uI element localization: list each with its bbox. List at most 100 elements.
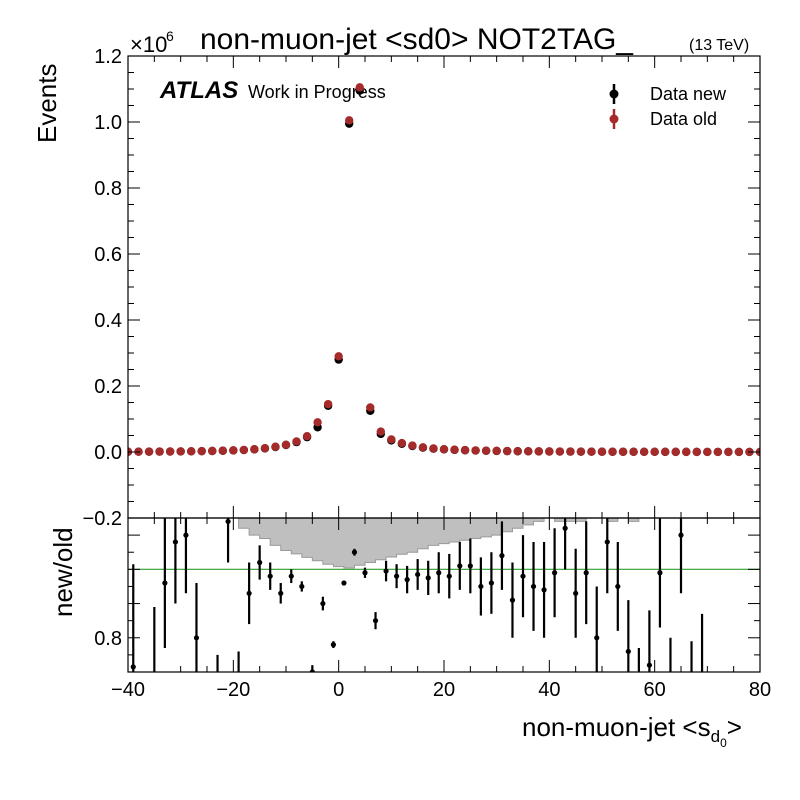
ratio-point	[130, 664, 136, 670]
ratio-point	[288, 573, 294, 579]
data-old-point	[302, 431, 312, 441]
data-old-point	[229, 446, 238, 455]
ratio-point	[509, 597, 516, 603]
x-axis-label-sub1: d	[711, 727, 720, 746]
ratio-point	[172, 539, 178, 545]
data-old-point	[260, 444, 270, 453]
x-tick-label: 40	[538, 679, 560, 701]
ratio-point	[467, 563, 473, 569]
data-old-point	[682, 447, 691, 457]
ratio-point	[668, 693, 673, 698]
data-old-point	[218, 446, 227, 455]
legend-entry-data-new: Data new	[609, 84, 727, 104]
data-old-point	[460, 445, 470, 455]
data-old-point	[597, 447, 607, 456]
ratio-point	[446, 573, 452, 579]
ratio-point	[562, 525, 568, 531]
x-tick-label: −40	[111, 679, 145, 701]
ratio-point	[636, 704, 641, 709]
ratio-point	[520, 573, 526, 579]
ratio-point	[372, 618, 379, 624]
data-old-point	[492, 446, 501, 456]
data-old-point	[292, 437, 301, 446]
legend-entry-data-old: Data old	[609, 109, 717, 129]
data-old-point	[671, 447, 680, 457]
data-old-point	[208, 446, 217, 456]
ratio-point	[257, 559, 263, 566]
ratio-point	[594, 635, 600, 641]
data-old-point	[334, 352, 343, 361]
ratio-points-layer	[130, 518, 704, 722]
ratio-point	[383, 568, 389, 574]
atlas-label: ATLAS	[159, 77, 238, 104]
data-old-point	[587, 447, 596, 456]
data-old-point	[239, 445, 249, 455]
data-old-point	[155, 447, 164, 456]
data-old-point	[703, 447, 712, 457]
ratio-point	[394, 573, 400, 579]
ratio-point	[152, 673, 157, 678]
data-old-point	[250, 444, 259, 454]
ratio-point	[278, 590, 284, 596]
data-old-point	[555, 447, 565, 456]
data-old-point	[355, 83, 364, 92]
ratio-point	[299, 583, 305, 590]
x-tick-label: −20	[216, 679, 250, 701]
x-axis-label-sub2: 0	[720, 736, 727, 750]
legend-marker-data-old	[609, 114, 619, 124]
data-old-point	[439, 444, 449, 454]
ratio-point	[646, 662, 653, 668]
x-tick-label: 20	[433, 679, 455, 701]
upper-y-tick-label: 0.0	[94, 442, 122, 464]
legend-label-data-old: Data old	[650, 109, 717, 129]
upper-y-tick-label: 0.4	[94, 310, 122, 332]
ratio-point	[204, 717, 209, 722]
ratio-point	[457, 563, 463, 569]
ratio-point	[330, 642, 336, 648]
data-old-point	[281, 440, 291, 449]
upper-data-points-layer	[128, 83, 760, 457]
ratio-series	[130, 518, 704, 722]
data-old-point	[639, 447, 649, 457]
x-tick-label: 60	[644, 679, 666, 701]
data-old-point	[165, 447, 175, 456]
data-old-point	[144, 447, 154, 456]
data-old-point	[524, 447, 533, 456]
ratio-point	[657, 570, 663, 576]
data-old-point	[187, 447, 196, 456]
ratio-point	[193, 635, 200, 641]
data-old-point	[323, 399, 333, 409]
ratio-uncertainty-band-layer	[128, 518, 760, 570]
data-old-point	[481, 446, 491, 455]
data-old-point	[608, 447, 617, 456]
y-multiplier-exponent: 6	[166, 28, 174, 44]
ratio-point	[689, 700, 694, 705]
data-old-point	[545, 447, 554, 456]
data-old-point	[313, 418, 322, 427]
data-old-point	[534, 447, 543, 456]
x-axis-label-main: non-muon-jet <s	[522, 712, 711, 742]
ratio-point	[615, 583, 621, 590]
ratio-point	[341, 580, 347, 586]
data-old-point	[471, 446, 480, 455]
ratio-point	[320, 600, 326, 607]
series-data-new	[128, 86, 760, 457]
lower-y-tick-label: 0.8	[94, 628, 122, 650]
upper-y-tick-label: 1.2	[94, 46, 122, 68]
data-old-point	[429, 444, 438, 453]
upper-y-axis-label: Events	[32, 64, 62, 144]
ratio-uncertainty-band	[227, 518, 640, 569]
data-old-point	[376, 427, 385, 436]
ratio-point	[604, 539, 610, 545]
upper-y-tick-label: 0.2	[94, 376, 122, 398]
ratio-point	[162, 580, 168, 586]
ratio-point	[552, 570, 558, 576]
ratio-point	[530, 583, 537, 590]
data-old-point	[345, 116, 354, 125]
ratio-point	[678, 532, 684, 538]
data-old-point	[366, 403, 375, 412]
data-old-point	[397, 438, 407, 448]
data-old-point	[408, 441, 417, 450]
chart-title: non-muon-jet <sd0> NOT2TAG_	[200, 23, 634, 56]
